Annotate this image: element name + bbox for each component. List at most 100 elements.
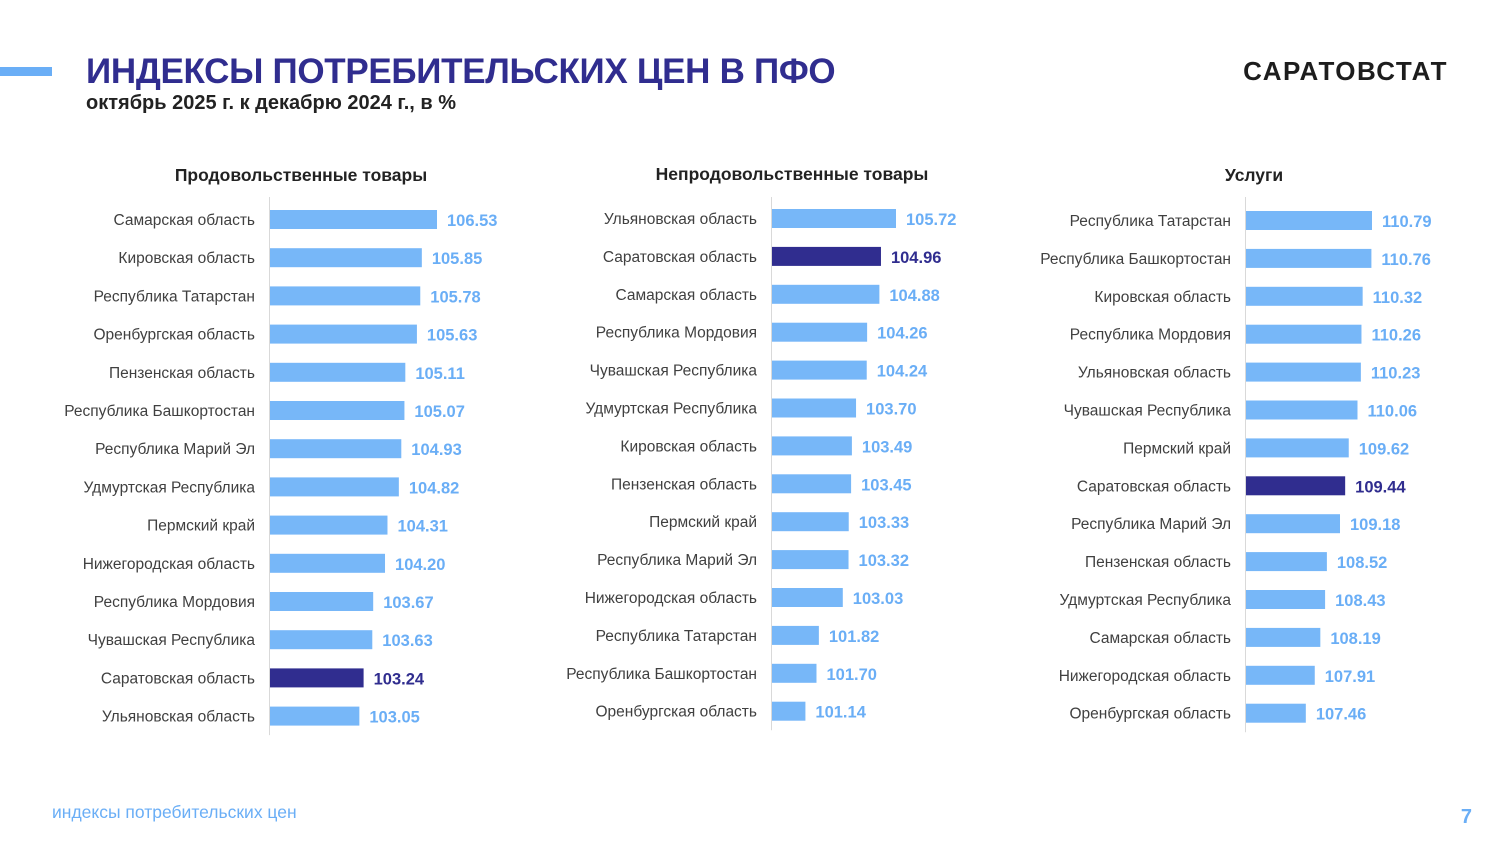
bar <box>269 210 437 229</box>
bar <box>771 701 806 721</box>
bar-chart-nonfood: Ульяновская область 105.72 Саратовская обл… <box>566 197 956 731</box>
data-label: 110.76 <box>1381 251 1431 269</box>
category-label: Ульяновская область <box>102 709 255 726</box>
bar <box>1245 590 1326 609</box>
data-label: 103.67 <box>383 594 433 612</box>
data-label: 107.46 <box>1316 706 1366 724</box>
data-label: 104.96 <box>891 249 941 267</box>
category-label: Республика Мордовия <box>1070 327 1231 344</box>
category-label: Республика Башкортостан <box>1040 251 1231 268</box>
data-label: 103.63 <box>382 632 432 650</box>
category-label: Республика Мордовия <box>94 594 255 611</box>
category-label: Ульяновская область <box>604 211 757 228</box>
bar <box>1245 627 1321 647</box>
category-label: Кировская область <box>1094 289 1231 306</box>
bar-chart-services: Республика Татарстан 110.79 Республика Баш… <box>1040 197 1432 733</box>
data-label: 103.05 <box>369 709 419 727</box>
data-label: 108.19 <box>1330 630 1380 648</box>
data-label: 104.20 <box>395 556 445 574</box>
category-label: Самарская область <box>616 287 757 304</box>
category-label: Республика Башкортостан <box>566 666 757 683</box>
data-label: 108.52 <box>1337 554 1387 572</box>
category-label: Удмуртская Республика <box>586 401 758 418</box>
data-label: 105.11 <box>415 365 465 383</box>
data-label: 103.70 <box>866 401 916 419</box>
category-label: Пензенская область <box>109 365 255 382</box>
category-label: Республика Марий Эл <box>1071 516 1231 533</box>
data-label: 103.49 <box>862 438 912 456</box>
bar <box>771 209 896 228</box>
data-label: 110.06 <box>1367 403 1417 421</box>
category-label: Республика Татарстан <box>94 288 255 305</box>
bar <box>771 322 868 342</box>
category-label: Республика Марий Эл <box>597 552 757 569</box>
category-label: Нижегородская область <box>585 590 757 607</box>
data-label: 109.62 <box>1359 440 1409 458</box>
bar <box>269 286 421 306</box>
category-label: Самарская область <box>114 212 255 229</box>
data-label: 103.33 <box>859 514 909 532</box>
category-label: Чувашская Республика <box>88 632 256 649</box>
bar <box>771 398 857 418</box>
data-label: 110.26 <box>1371 327 1421 345</box>
data-label: 103.45 <box>861 476 911 494</box>
page-title: ИНДЕКСЫ ПОТРЕБИТЕЛЬСКИХ ЦЕН В ПФО <box>86 52 836 91</box>
bar <box>771 512 849 532</box>
category-label: Республика Марий Эл <box>95 441 255 458</box>
bar <box>269 401 405 420</box>
category-label: Оренбургская область <box>596 704 758 721</box>
data-label: 110.23 <box>1371 365 1421 383</box>
data-label: 101.82 <box>829 628 879 646</box>
data-label: 108.43 <box>1335 592 1385 610</box>
category-label: Пермский край <box>649 514 757 531</box>
bar <box>771 588 843 607</box>
bar <box>1245 324 1362 344</box>
bar <box>771 436 852 456</box>
category-label: Нижегородская область <box>83 556 255 573</box>
data-label: 105.63 <box>427 327 477 345</box>
bar <box>269 515 388 535</box>
data-label: 110.79 <box>1382 213 1432 231</box>
bar <box>1245 211 1372 230</box>
data-label: 104.88 <box>889 287 939 305</box>
bar <box>1245 552 1327 572</box>
category-label: Удмуртская Республика <box>84 479 256 496</box>
data-label: 101.14 <box>815 704 866 722</box>
bar <box>1245 248 1372 268</box>
category-label: Пермский край <box>147 518 255 535</box>
data-label: 104.82 <box>409 479 459 497</box>
data-label: 105.85 <box>432 250 482 268</box>
category-label: Республика Башкортостан <box>64 403 255 420</box>
data-label: 103.32 <box>859 552 909 570</box>
data-label: 109.18 <box>1350 516 1400 534</box>
bar-highlight <box>1245 476 1346 496</box>
data-label: 104.93 <box>411 441 461 459</box>
category-label: Саратовская область <box>101 670 255 687</box>
category-label: Чувашская Республика <box>1064 403 1232 420</box>
bar <box>269 592 374 611</box>
brand-logo: САРАТОВСТАТ <box>1243 56 1448 86</box>
bar <box>1245 438 1349 458</box>
category-label: Ульяновская область <box>1078 365 1231 382</box>
data-label: 101.70 <box>826 666 876 684</box>
data-label: 110.32 <box>1373 289 1423 307</box>
bar <box>771 474 852 494</box>
bar <box>771 625 819 645</box>
data-label: 107.91 <box>1325 668 1375 686</box>
bar <box>269 630 373 650</box>
bar <box>269 362 406 382</box>
category-label: Республика Татарстан <box>596 628 757 645</box>
chart-title-services: Услуги <box>1224 165 1284 185</box>
data-label: 104.26 <box>877 325 927 343</box>
data-label: 106.53 <box>447 212 497 230</box>
category-label: Саратовская область <box>603 249 757 266</box>
category-label: Республика Татарстан <box>1070 213 1231 230</box>
page-number: 7 <box>1460 806 1472 828</box>
category-label: Оренбургская область <box>1070 706 1232 723</box>
bar-highlight <box>269 668 364 688</box>
category-label: Кировская область <box>620 438 757 455</box>
data-label: 105.07 <box>414 403 464 421</box>
accent-bar <box>0 67 52 76</box>
category-label: Удмуртская Республика <box>1060 592 1232 609</box>
chart-title-nonfood: Непродовольственные товары <box>655 164 929 184</box>
